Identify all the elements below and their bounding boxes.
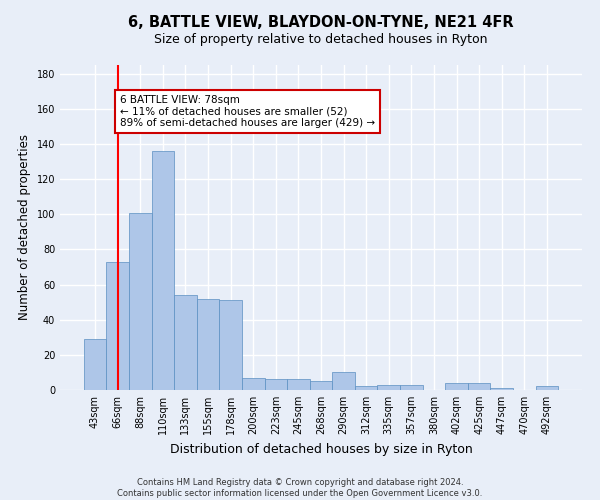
Text: 6 BATTLE VIEW: 78sqm
← 11% of detached houses are smaller (52)
89% of semi-detac: 6 BATTLE VIEW: 78sqm ← 11% of detached h… [120, 95, 375, 128]
Bar [129, 212, 152, 390]
Bar [310, 381, 332, 390]
Bar [332, 372, 355, 390]
Bar [355, 386, 377, 390]
Bar [174, 295, 197, 390]
Text: Size of property relative to detached houses in Ryton: Size of property relative to detached ho… [154, 32, 488, 46]
Bar [490, 388, 513, 390]
Text: 6, BATTLE VIEW, BLAYDON-ON-TYNE, NE21 4FR: 6, BATTLE VIEW, BLAYDON-ON-TYNE, NE21 4F… [128, 15, 514, 30]
Bar [377, 384, 400, 390]
Bar [536, 386, 558, 390]
Bar [468, 383, 490, 390]
Bar [242, 378, 265, 390]
Bar [84, 339, 106, 390]
Text: Contains HM Land Registry data © Crown copyright and database right 2024.
Contai: Contains HM Land Registry data © Crown c… [118, 478, 482, 498]
Bar [445, 383, 468, 390]
Bar [152, 151, 174, 390]
Bar [106, 262, 129, 390]
Bar [220, 300, 242, 390]
Bar [197, 298, 220, 390]
Y-axis label: Number of detached properties: Number of detached properties [18, 134, 31, 320]
Bar [265, 380, 287, 390]
Bar [400, 384, 422, 390]
Bar [287, 380, 310, 390]
X-axis label: Distribution of detached houses by size in Ryton: Distribution of detached houses by size … [170, 442, 472, 456]
